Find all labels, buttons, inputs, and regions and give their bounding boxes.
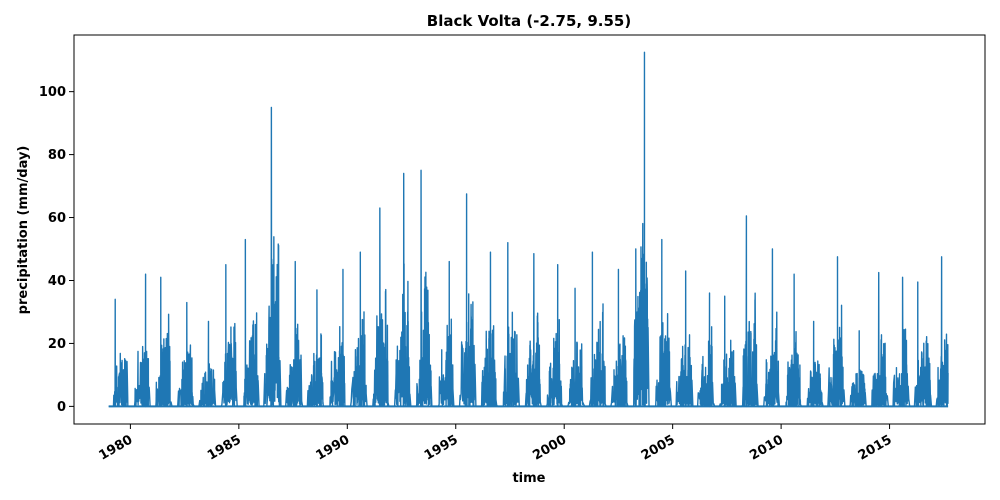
precipitation-line — [108, 51, 949, 408]
y-tick-label: 80 — [48, 148, 66, 163]
y-axis: 0 20 40 60 80 100 — [39, 85, 74, 415]
chart-title: Black Volta (-2.75, 9.55) — [427, 12, 631, 30]
x-tick-label: 1995 — [422, 432, 461, 463]
y-tick-label: 20 — [48, 337, 66, 352]
x-tick-label: 2010 — [747, 432, 786, 463]
x-tick-label: 2005 — [639, 432, 678, 463]
x-tick-label: 2000 — [530, 432, 569, 463]
y-tick-label: 100 — [39, 85, 66, 100]
x-tick-label: 1980 — [97, 432, 136, 463]
x-axis: 1980 1985 1990 1995 2000 2005 2010 2015 — [97, 424, 895, 464]
y-axis-label: precipitation (mm/day) — [16, 146, 31, 315]
y-tick-label: 0 — [57, 400, 66, 415]
x-tick-label: 1990 — [313, 432, 352, 463]
y-tick-label: 40 — [48, 274, 66, 289]
plot-frame — [73, 34, 986, 425]
precipitation-series — [108, 51, 949, 408]
y-tick-label: 60 — [48, 211, 66, 226]
x-tick-label: 2015 — [856, 432, 895, 463]
x-axis-label: time — [512, 471, 545, 486]
x-tick-label: 1985 — [205, 432, 244, 463]
